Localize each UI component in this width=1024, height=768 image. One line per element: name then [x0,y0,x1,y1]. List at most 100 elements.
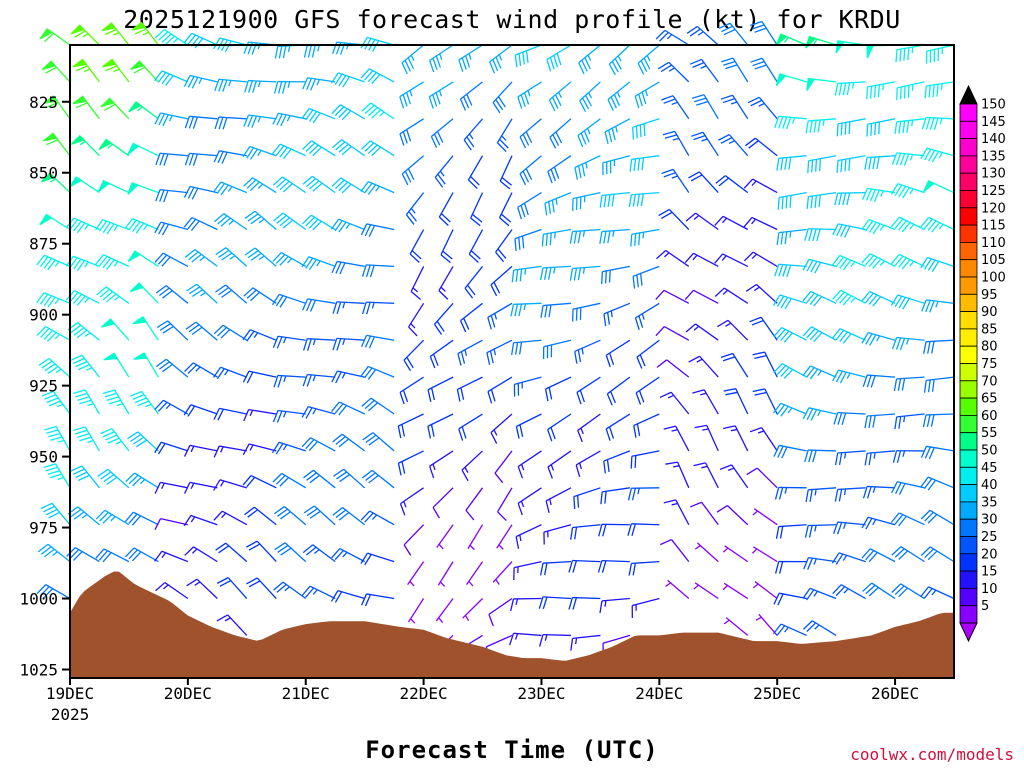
wind-barb [864,450,896,466]
wind-barb [775,33,807,46]
wind-barb [156,320,189,341]
wind-barb [774,486,807,500]
wind-barb [548,81,572,112]
wind-barb [214,116,247,130]
y-tick-label: 900 [29,306,58,325]
wind-barb [273,374,306,388]
wind-barb [605,339,631,368]
wind-barb [399,487,424,516]
wind-barb [36,292,71,308]
wind-barb [890,294,925,310]
wind-barb [574,155,601,180]
wind-barb [628,191,660,208]
wind-barb [272,472,307,489]
wind-barb [606,376,631,406]
wind-barb [891,481,925,495]
wind-barb [775,524,807,539]
wind-barb [301,406,336,419]
wind-barb [38,357,71,378]
wind-barb [802,258,837,274]
wind-barb [407,598,425,624]
wind-barb [543,524,572,545]
wind-barb [438,192,454,226]
wind-barb [127,431,159,452]
wind-barb [303,44,336,58]
colorbar-label: 45 [981,461,998,476]
wind-barb [773,326,807,343]
wind-barb [303,469,336,489]
wind-barb [487,302,513,330]
wind-barb [97,468,130,489]
wind-barb [361,469,395,489]
wind-barb [743,216,778,231]
wind-barb [657,61,690,83]
wind-barb [630,450,660,469]
y-axis: 825 850 875 900 925 950 975 1000 1025 [19,93,70,679]
wind-barb [511,339,542,356]
wind-barb [272,143,307,160]
wind-barb [360,223,395,237]
wind-barb [775,73,807,86]
wind-barb [362,432,395,452]
wind-barb [216,614,248,636]
wind-barb [331,260,365,275]
colorbar-swatch [959,155,978,174]
wind-barb [631,597,660,618]
wind-barb [568,596,601,610]
wind-barb [774,263,807,278]
wind-barb [693,462,719,489]
wind-barb [547,155,572,184]
wind-barb [360,510,395,526]
wind-barb [215,247,248,267]
colorbar-label: 115 [981,219,1006,234]
colorbar-label: 100 [981,271,1006,286]
colorbar-swatch [959,553,978,572]
wind-barb [70,134,100,157]
wind-barb [458,44,483,72]
wind-barb [70,465,100,489]
wind-barb [832,521,866,535]
wind-barb [410,266,425,301]
wind-barb [360,552,395,566]
wind-barb [65,255,100,272]
wind-barb [155,358,189,378]
wind-barb [751,546,778,563]
colorbar-legend: 1501451401351301251201151101051009590858… [959,84,1006,643]
wind-barb [435,598,454,623]
wind-barb [97,179,130,194]
colorbar-swatch [959,414,978,434]
colorbar-swatch [959,172,978,191]
wind-barb [184,152,218,166]
wind-barb [243,177,277,194]
wind-barb [301,214,336,231]
wind-barb [686,25,719,46]
colorbar-label: 95 [981,288,998,303]
colorbar-top-arrow [959,84,978,105]
colorbar-label: 15 [981,565,998,580]
wind-barb [399,81,424,109]
wind-barb [127,142,159,157]
wind-barb [635,376,660,405]
y-tick-label: 1025 [19,660,58,679]
wind-barb [361,264,395,278]
wind-barb [684,289,719,304]
wind-barb [571,302,601,322]
wind-barb [100,97,130,120]
wind-barb [722,545,749,563]
colorbar-label: 125 [981,184,1006,199]
wind-barb [459,81,483,111]
wind-barb [607,81,631,111]
wind-barb [244,506,277,526]
wind-barb [627,523,660,537]
wind-barb [331,177,366,194]
colorbar-label: 145 [981,115,1006,130]
wind-barb [302,544,336,563]
wind-barb [540,302,571,318]
wind-barb [496,118,513,152]
wind-barb [213,510,248,526]
colorbar-label: 130 [981,167,1006,182]
wind-barb [517,192,542,220]
wind-barb [43,132,71,157]
wind-barb [834,191,866,206]
wind-barb [95,219,130,235]
